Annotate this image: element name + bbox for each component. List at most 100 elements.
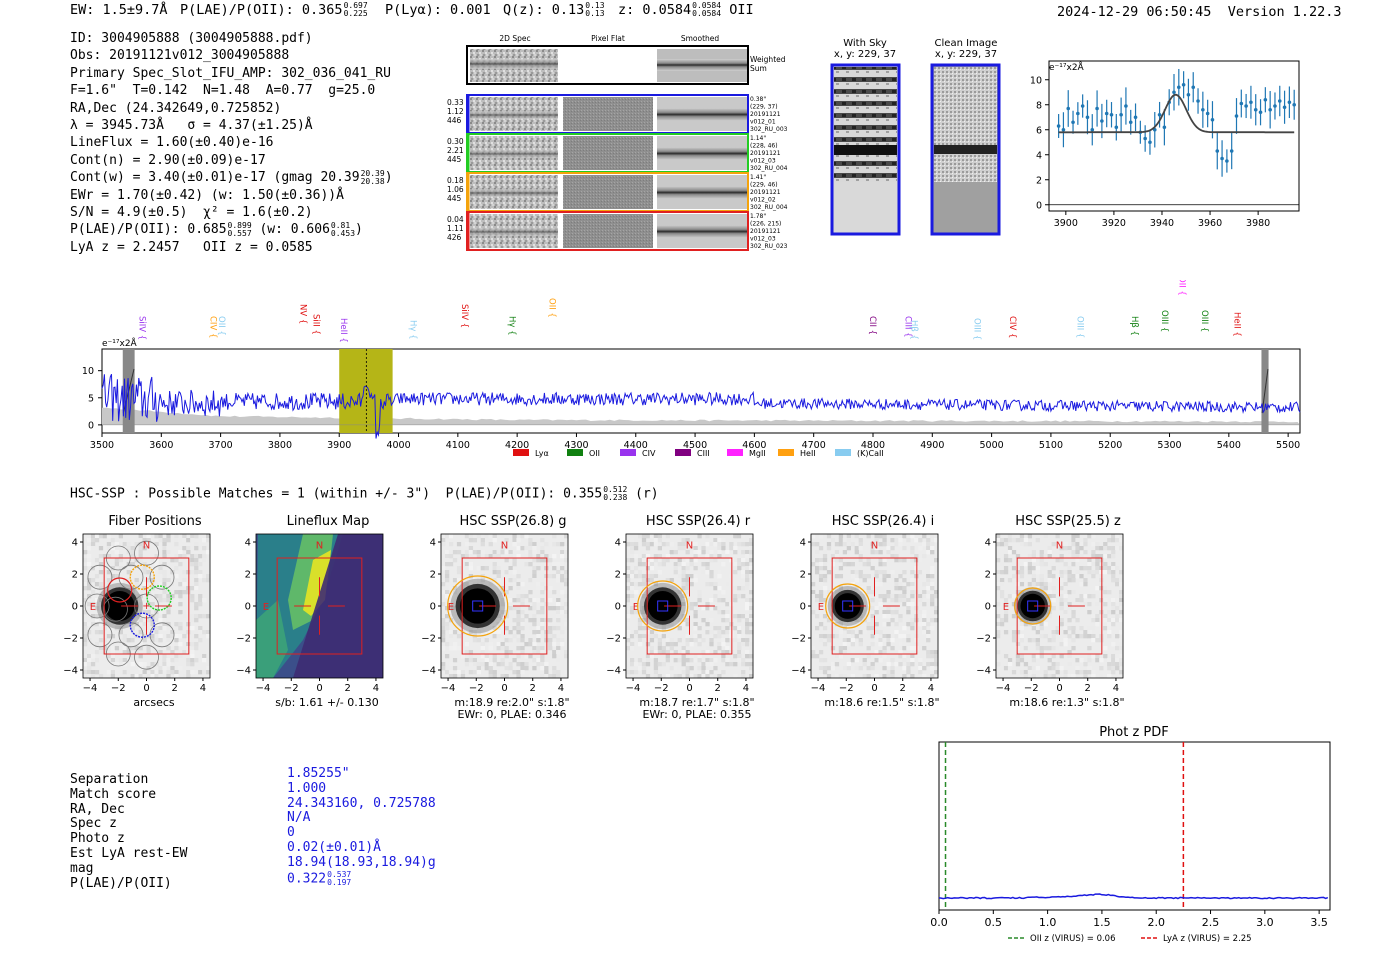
match-label: mag	[70, 860, 94, 876]
hsc-xtick: 2	[715, 683, 721, 694]
zoom-point	[1263, 97, 1268, 102]
hsc-ytick: 2	[800, 570, 806, 581]
spec-ytick: 5	[88, 393, 94, 404]
hsc-xtick: −2	[111, 683, 126, 694]
photz-xtick: 2.0	[1147, 916, 1165, 929]
photz-title: Phot z PDF	[1099, 725, 1169, 740]
header-ew: EW: 1.5±9.7Å	[70, 2, 168, 18]
hsc-xtick: −2	[839, 683, 854, 694]
svg-text:SiIV {: SiIV {	[459, 304, 469, 328]
header-z: z: 0.0584 0.0584 0.0584 OII	[618, 1, 754, 19]
spec-xtick: 4600	[742, 440, 766, 451]
zoom-xtick: 3940	[1150, 218, 1174, 229]
zoom-point	[1056, 124, 1061, 128]
zoom-point	[1119, 112, 1123, 117]
legend-swatch	[778, 449, 794, 456]
hsc-xtick: −4	[441, 683, 456, 694]
hsc-xtick: −2	[654, 683, 669, 694]
hsc-box	[461, 557, 548, 655]
legend-swatch	[835, 449, 851, 456]
hsc-xtick: −4	[626, 683, 641, 694]
legend-label: HeII	[800, 449, 816, 458]
col-title-2dspec: 2D Spec	[499, 34, 530, 43]
svg-text:OIII {: OIII {	[1075, 316, 1085, 338]
spec-xtick: 4900	[920, 440, 944, 451]
svg-text:OIII {: OIII {	[1199, 310, 1209, 332]
aperture-circle	[637, 580, 689, 632]
info-slot: Primary Spec_Slot_IFU_AMP: 302_036_041_R…	[70, 65, 391, 81]
hsc-panel-caption: s/b: 1.61 +/- 0.130	[275, 696, 379, 709]
match-label: Match score	[70, 786, 157, 802]
hsc-panel-caption: m:18.6 re:1.3" s:1.8"	[1009, 696, 1125, 709]
hsc-xtick: −2	[469, 683, 484, 694]
photz-xtick: 3.5	[1310, 916, 1328, 929]
spec-xtick: 4500	[683, 440, 707, 451]
photz-pdf-line	[938, 893, 1329, 900]
hsc-panel-caption: m:18.6 re:1.5" s:1.8"	[824, 696, 940, 709]
hsc-ytick: 0	[615, 602, 621, 613]
cutout-left-label: 445	[447, 155, 462, 164]
hsc-box	[646, 557, 733, 655]
hsc-xtick: 2	[1085, 683, 1091, 694]
zoom-point	[1201, 107, 1205, 112]
spectral-line-label: CIII {	[903, 316, 913, 338]
north-label: N	[316, 540, 323, 551]
spectral-line-label: NV {	[298, 304, 308, 324]
spectral-line-label: SiII {	[311, 314, 321, 335]
hsc-ytick: −2	[606, 634, 621, 645]
svg-text:OIII {: OIII {	[971, 318, 981, 340]
cutout-right-label: 302_RU_004	[750, 165, 788, 172]
info-obs: Obs: 20191121v012_3004905888	[70, 48, 290, 64]
info-sn: S/N = 4.9(±0.5) χ² = 1.6(±0.2)	[70, 204, 313, 220]
svg-text:+: +	[142, 601, 150, 612]
spec-xtick: 3600	[149, 440, 173, 451]
zoom-point	[1066, 106, 1071, 111]
photz-xtick: 1.0	[1039, 916, 1057, 929]
legend-label: CIII	[697, 449, 710, 458]
cutout-right-label: 20191121	[750, 150, 781, 157]
hsc-xtick: 0	[871, 683, 877, 694]
spec-xtick: 4400	[624, 440, 648, 451]
svg-text:Hβ {: Hβ {	[1129, 316, 1139, 336]
zoom-point	[1220, 156, 1224, 161]
spectral-line-label: CIV {	[207, 316, 217, 338]
svg-text:OIII {: OIII {	[1159, 310, 1169, 332]
svg-text:CIV {: CIV {	[207, 316, 217, 338]
cutout-left-label: 426	[447, 233, 462, 242]
cutout-right-label: (229, 46)	[750, 182, 778, 189]
spec-xtick: 4200	[505, 440, 529, 451]
zoom-point	[1061, 127, 1066, 132]
col-title-smoothed: Smoothed	[681, 34, 720, 43]
north-label: N	[871, 540, 878, 551]
hsc-ytick: 4	[245, 538, 251, 549]
svg-text:OII {: OII {	[216, 316, 226, 336]
cutout-right-label: 20191121	[750, 189, 781, 196]
hsc-xtick: −2	[284, 683, 299, 694]
cutout-left-label: 445	[447, 194, 462, 203]
zoom-point	[1114, 125, 1119, 130]
header-plya: P(Lyα): 0.001	[385, 2, 491, 18]
legend-swatch	[620, 449, 636, 456]
cutout-right-label: v012_03	[750, 236, 776, 243]
zoom-point	[1133, 115, 1138, 120]
zoom-point	[1104, 111, 1109, 116]
spectral-line-label: HeII {	[1232, 312, 1242, 337]
hsc-ytick: 0	[72, 602, 78, 613]
hsc-panel-title: HSC SSP(26.4) i	[831, 514, 935, 529]
spec-xtick: 5400	[1217, 440, 1241, 451]
legend-label: (K)CaII	[857, 449, 884, 458]
legend-swatch	[727, 449, 743, 456]
legend-label: Lyα	[535, 449, 549, 458]
with-sky-title: With Sky x, y: 229, 37	[833, 38, 897, 60]
svg-text:SiII {: SiII {	[311, 314, 321, 335]
cutout-left-label: 0.33	[447, 98, 464, 107]
hsc-ytick: −2	[791, 634, 806, 645]
east-label: E	[90, 602, 96, 613]
detection-info: ID: 3004905888 (3004905888.pdf) Obs: 201…	[70, 30, 393, 256]
spec-xtick: 4300	[564, 440, 588, 451]
legend-label: MgII	[749, 449, 766, 458]
zoom-point	[1148, 140, 1152, 145]
zoom-point	[1157, 112, 1162, 117]
zoom-ytick: 8	[1036, 100, 1042, 111]
